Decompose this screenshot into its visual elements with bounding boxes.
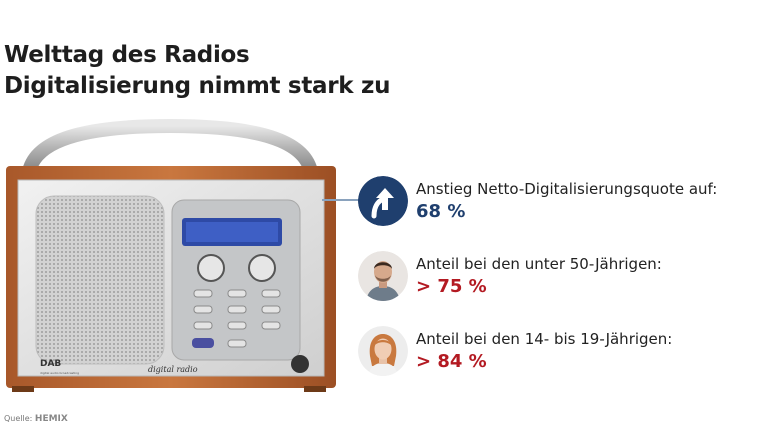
dab-logo: DAB (40, 359, 61, 369)
stat-digitalization-rate: Anstieg Netto-Digitalisierungsquote auf:… (358, 176, 768, 232)
title-line-1: Welttag des Radios (4, 42, 250, 68)
woman-portrait-icon (358, 326, 408, 376)
man-portrait-icon (358, 251, 408, 301)
stat-14-19: Anteil bei den 14- bis 19-Jährigen: > 84… (358, 326, 768, 382)
connector-line (322, 199, 362, 201)
source-prefix: Quelle: (4, 414, 33, 423)
stat-label: Anteil bei den 14- bis 19-Jährigen: (416, 330, 673, 348)
title-line-2: Digitalisierung nimmt stark zu (4, 73, 391, 99)
stat-value: > 84 % (416, 351, 487, 372)
dab-subtext: digital audio broadcasting (40, 371, 79, 375)
stat-value: 68 % (416, 201, 466, 222)
page-title: Welttag des Radios Digitalisierung nimmt… (4, 40, 424, 102)
arrow-up-icon (358, 176, 408, 226)
stat-under-50: Anteil bei den unter 50-Jährigen: > 75 % (358, 251, 768, 307)
source-brand: HEMIX (34, 414, 68, 424)
dab-radio-image: DAB digital audio broadcasting digital r… (6, 118, 336, 392)
stat-label: Anstieg Netto-Digitalisierungsquote auf: (416, 180, 718, 198)
source-note: Quelle: HEMIX (4, 414, 68, 424)
radio-brand-label: digital radio (148, 365, 198, 374)
stat-label: Anteil bei den unter 50-Jährigen: (416, 255, 662, 273)
stat-value: > 75 % (416, 276, 487, 297)
